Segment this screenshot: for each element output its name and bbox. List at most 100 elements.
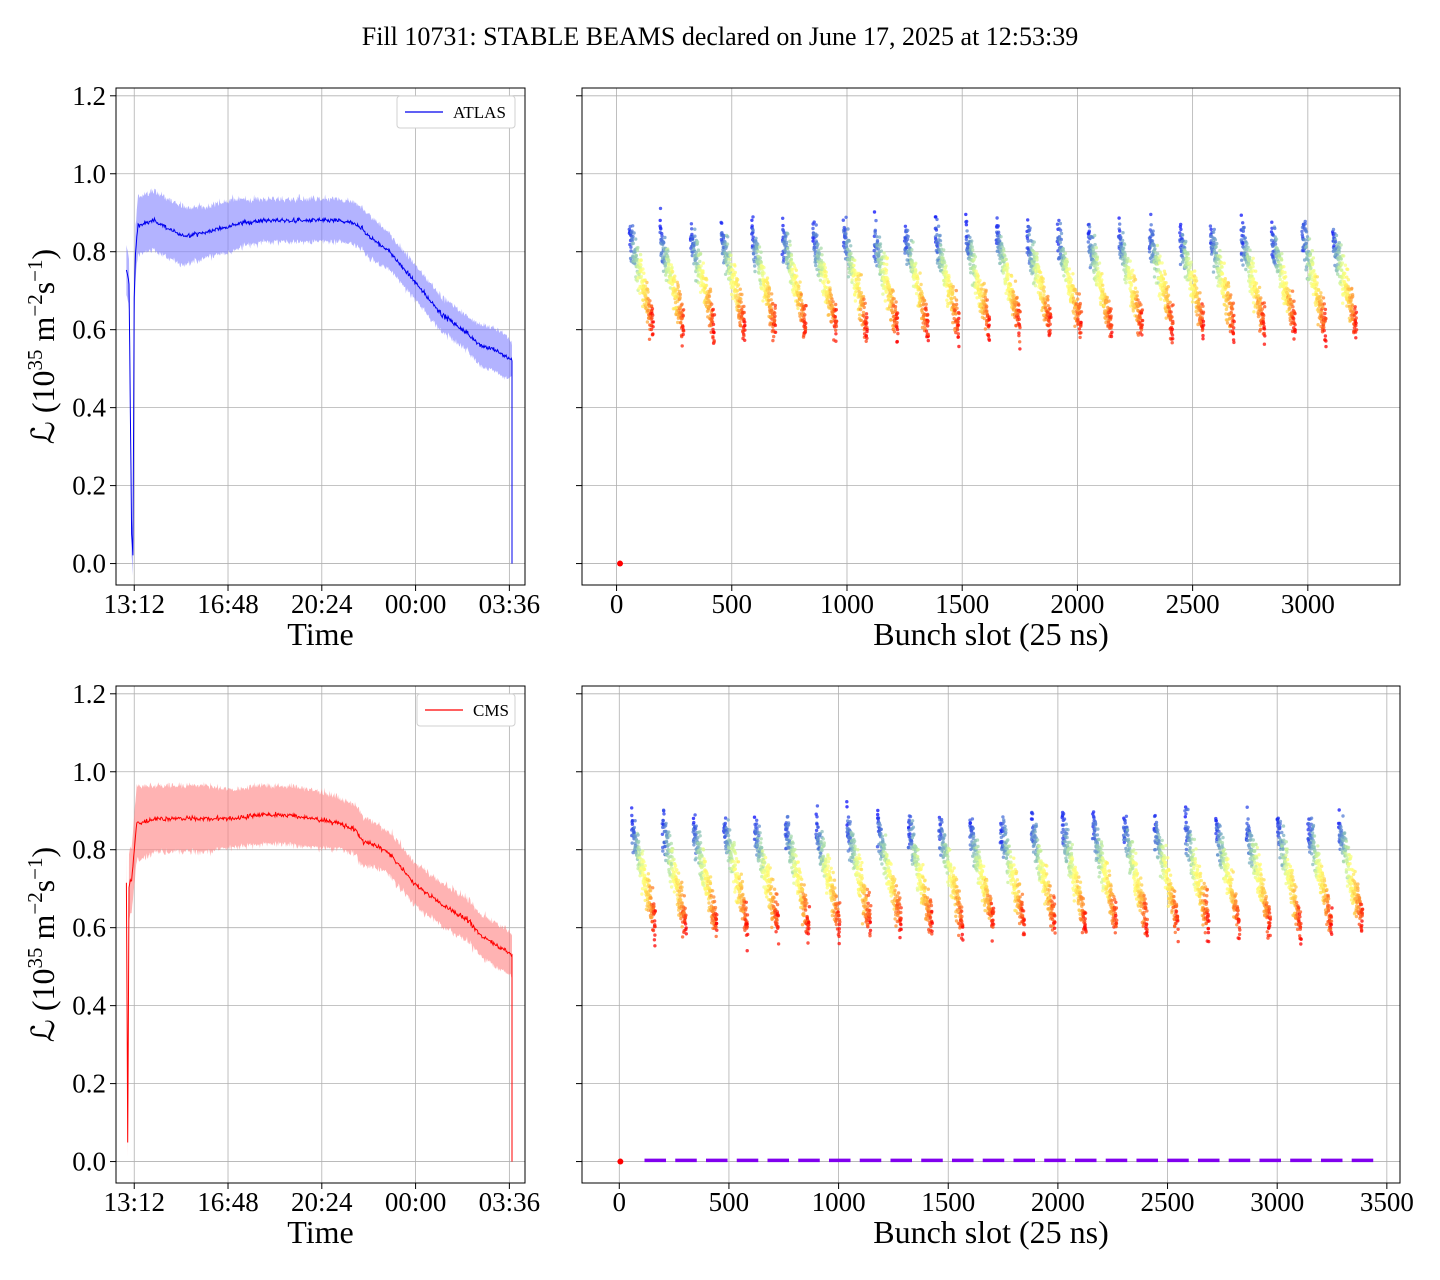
- bunch-point: [1079, 310, 1084, 314]
- bunch-point: [1048, 322, 1052, 326]
- bunch-point: [872, 210, 877, 214]
- bunch-point: [864, 312, 869, 316]
- bunch-point: [862, 305, 866, 310]
- bunch-point: [939, 243, 943, 247]
- bunch-point: [954, 288, 958, 293]
- bunch-point: [645, 320, 650, 324]
- bunch-point: [1107, 299, 1111, 303]
- x-tick-label: 00:00: [385, 589, 447, 619]
- bunch-point: [1241, 221, 1245, 225]
- bunch-point: [767, 288, 771, 292]
- cms-time-panel: 0.00.20.40.60.81.01.213:12 16:48 20:24 00:0…: [23, 679, 540, 1250]
- bunch-point: [983, 295, 987, 300]
- bunch-point: [1140, 333, 1144, 337]
- bunch-point: [726, 235, 730, 239]
- bunch-points: [627, 206, 1359, 351]
- bunch-point: [827, 313, 831, 317]
- bunch-point: [853, 258, 857, 262]
- bunch-point: [1232, 319, 1236, 324]
- bunch-point: [1292, 299, 1296, 303]
- bunch-point: [911, 240, 915, 244]
- bunch-point: [1312, 268, 1316, 273]
- bunch-point: [754, 236, 758, 240]
- bunch-point: [895, 316, 900, 320]
- bunch-point: [630, 806, 634, 810]
- bunch-point: [895, 339, 899, 344]
- bunch-point: [1039, 291, 1043, 295]
- bunch-point: [1274, 237, 1279, 241]
- bunch-point: [1005, 269, 1009, 273]
- bunch-point: [1321, 296, 1326, 300]
- bunch-point: [661, 808, 666, 812]
- bunch-point: [1017, 333, 1021, 338]
- bunch-point: [1042, 289, 1046, 294]
- bunch-point: [955, 306, 959, 310]
- bunch-point: [1254, 281, 1259, 285]
- bunch-point: [661, 240, 666, 245]
- bunch-point: [1046, 298, 1050, 302]
- bunch-point: [1324, 316, 1328, 321]
- bunch-point: [1011, 290, 1016, 294]
- bunch-point: [739, 297, 743, 301]
- bunch-point: [1078, 301, 1083, 306]
- bunch-point: [668, 880, 672, 884]
- bunch-point: [952, 296, 957, 300]
- bunch-point: [1018, 340, 1022, 344]
- bunch-point: [822, 279, 827, 283]
- bunch-point: [1100, 278, 1104, 282]
- bunch-point: [679, 320, 683, 325]
- bunch-point: [1346, 267, 1350, 272]
- bunch-point: [773, 318, 777, 322]
- bunch-point: [1096, 266, 1100, 271]
- bunch-point: [1120, 238, 1125, 243]
- bunch-point: [982, 281, 986, 286]
- bunch-point: [859, 291, 864, 295]
- bunch-point: [885, 262, 889, 267]
- bunch-point: [1200, 316, 1204, 320]
- bunch-point: [1211, 230, 1216, 234]
- bunch-point: [750, 218, 754, 222]
- bunch-point: [1248, 248, 1252, 252]
- bunch-point: [1251, 256, 1255, 260]
- bunch-point: [886, 277, 890, 281]
- bunch-point: [1048, 328, 1052, 333]
- x-tick-label: 500: [709, 1187, 750, 1217]
- bunch-point: [1135, 290, 1139, 294]
- bunch-point: [1225, 305, 1229, 309]
- y-tick-label: 1.2: [72, 81, 106, 111]
- bunch-point: [938, 239, 943, 243]
- bunch-point: [1273, 242, 1278, 246]
- bunch-point: [1194, 276, 1198, 280]
- bunch-point: [1244, 267, 1248, 272]
- bunch-point: [945, 298, 949, 302]
- bunch-point: [827, 280, 831, 284]
- bunch-point: [974, 269, 978, 273]
- bunch-point: [854, 289, 858, 294]
- bunch-point: [926, 338, 930, 343]
- bunch-point: [1069, 278, 1074, 282]
- bunch-point: [1097, 261, 1102, 265]
- bunch-point: [781, 216, 785, 220]
- bunch-point: [1304, 241, 1309, 246]
- bunch-point: [682, 329, 686, 333]
- bunch-point: [1151, 229, 1155, 233]
- bunch-point: [1036, 265, 1041, 269]
- bunch-point: [802, 317, 806, 322]
- bunch-point: [834, 328, 838, 332]
- bunch-point: [987, 338, 992, 342]
- bunch-point: [969, 241, 973, 246]
- bunch-point: [759, 282, 763, 286]
- bunch-point: [1078, 335, 1082, 340]
- bunch-point: [1242, 225, 1246, 230]
- bunch-point: [965, 229, 969, 233]
- bunch-point: [811, 239, 815, 243]
- atlas-time-panel: 0.00.20.40.60.81.01.213:12 16:48 20:24 00:0…: [23, 81, 540, 652]
- bunch-point: [701, 848, 706, 852]
- bunch-point: [1109, 307, 1113, 311]
- bunch-point: [1322, 325, 1326, 330]
- bunch-point: [864, 334, 868, 338]
- bunch-point: [1354, 310, 1359, 314]
- bunch-point: [865, 321, 869, 325]
- bunch-point: [740, 292, 744, 297]
- bunch-point: [956, 323, 961, 327]
